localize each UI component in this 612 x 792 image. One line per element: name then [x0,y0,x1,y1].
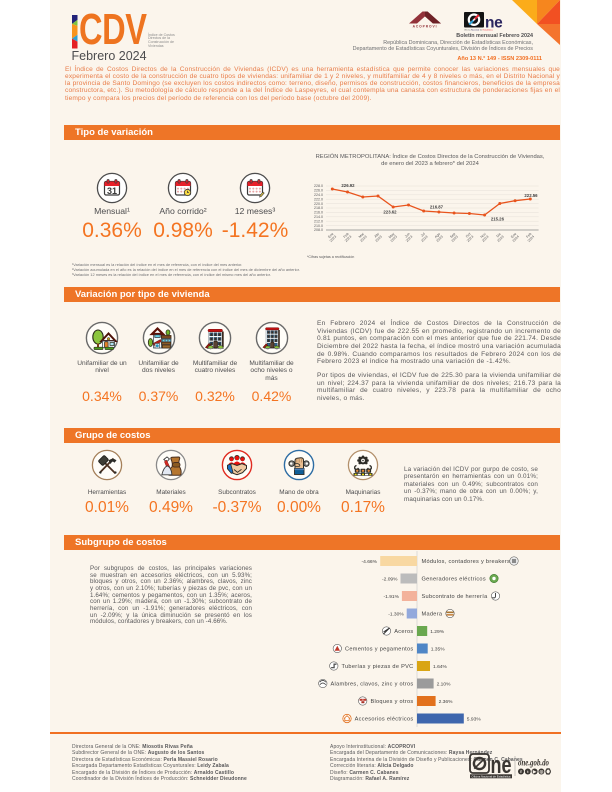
svg-text:-2.09%: -2.09% [382,576,398,582]
svg-text:Generadores eléctricos: Generadores eléctricos [422,577,486,583]
svg-text:Ene2023: Ene2023 [326,232,337,243]
svg-text:224.0: 224.0 [314,193,323,197]
svg-text:Aceros: Aceros [394,629,413,635]
svg-text:Módulos, contadores y breakers: Módulos, contadores y breakers [422,559,511,565]
svg-text:228.0: 228.0 [314,184,323,188]
svg-text:Sep2023: Sep2023 [448,232,459,243]
svg-text:Abr2023: Abr2023 [372,231,384,243]
svg-text:214.0: 214.0 [314,215,323,219]
svg-text:222.0: 222.0 [314,197,323,201]
svg-text:one.gob.do: one.gob.do [518,758,549,768]
svg-text:-4.66%: -4.66% [362,559,378,565]
svg-text:Subcontrato de herrería: Subcontrato de herrería [422,594,489,600]
svg-text:Oct2023: Oct2023 [463,232,474,243]
svg-text:226.0: 226.0 [314,189,323,193]
svg-text:Nov2023: Nov2023 [478,232,489,243]
svg-text:223.62: 223.62 [383,210,397,215]
svg-text:Tuberías y piezas de PVC: Tuberías y piezas de PVC [342,664,414,670]
svg-text:220.0: 220.0 [314,202,323,206]
svg-text:f: f [520,769,522,774]
svg-text:31: 31 [107,186,117,196]
svg-text:Jun2023: Jun2023 [402,232,413,243]
svg-text:210.0: 210.0 [314,224,323,228]
svg-text:◎: ◎ [539,769,543,774]
svg-text:216.87: 216.87 [430,205,444,210]
svg-text:Alambres, clavos, zinc y otros: Alambres, clavos, zinc y otros [331,682,414,688]
svg-text:216.0: 216.0 [314,211,323,215]
svg-text:Cementos y pegamentos: Cementos y pegamentos [345,647,414,653]
svg-text:Mar2023: Mar2023 [357,231,369,243]
svg-text:Oficina Nacional de Estadístic: Oficina Nacional de Estadística [464,29,494,32]
svg-text:215.26: 215.26 [491,217,505,222]
svg-text:Oficina Nacional de Estadístic: Oficina Nacional de Estadística [472,775,512,779]
svg-text:218.0: 218.0 [314,206,323,210]
svg-text:208.0: 208.0 [314,228,323,232]
svg-text:Feb2023: Feb2023 [341,232,352,243]
svg-text:Ene2024: Ene2024 [509,232,520,243]
svg-text:Feb2024: Feb2024 [524,232,535,243]
svg-text:-1.30%: -1.30% [388,611,404,617]
svg-text:*Cifras sujetas a rectificació: *Cifras sujetas a rectificación [307,255,354,259]
svg-text:ne: ne [485,14,503,31]
svg-text:-1.91%: -1.91% [384,594,400,600]
svg-text:5.93%: 5.93% [467,716,482,722]
svg-text:Ago2023: Ago2023 [433,232,444,243]
svg-text:▶: ▶ [532,769,537,774]
svg-text:Bloques y otros: Bloques y otros [370,699,413,705]
svg-text:Dic2023: Dic2023 [494,232,505,243]
svg-text:1.35%: 1.35% [431,646,446,652]
svg-text:2.10%: 2.10% [437,681,452,687]
svg-text:222.56: 222.56 [524,193,538,198]
svg-text:212.0: 212.0 [314,219,323,223]
svg-text:ACOPROVI: ACOPROVI [413,25,438,29]
svg-text:1.64%: 1.64% [433,664,448,670]
svg-text:May2023: May2023 [387,232,398,243]
svg-text:Accesorios eléctricos: Accesorios eléctricos [355,717,414,723]
svg-text:ne: ne [491,752,512,779]
svg-text:t: t [527,769,529,774]
svg-text:Jul2023: Jul2023 [418,232,429,243]
svg-text:1.29%: 1.29% [430,629,445,635]
svg-text:Madera: Madera [422,612,443,618]
svg-text:2.36%: 2.36% [439,699,454,705]
svg-text:226.92: 226.92 [341,183,355,188]
